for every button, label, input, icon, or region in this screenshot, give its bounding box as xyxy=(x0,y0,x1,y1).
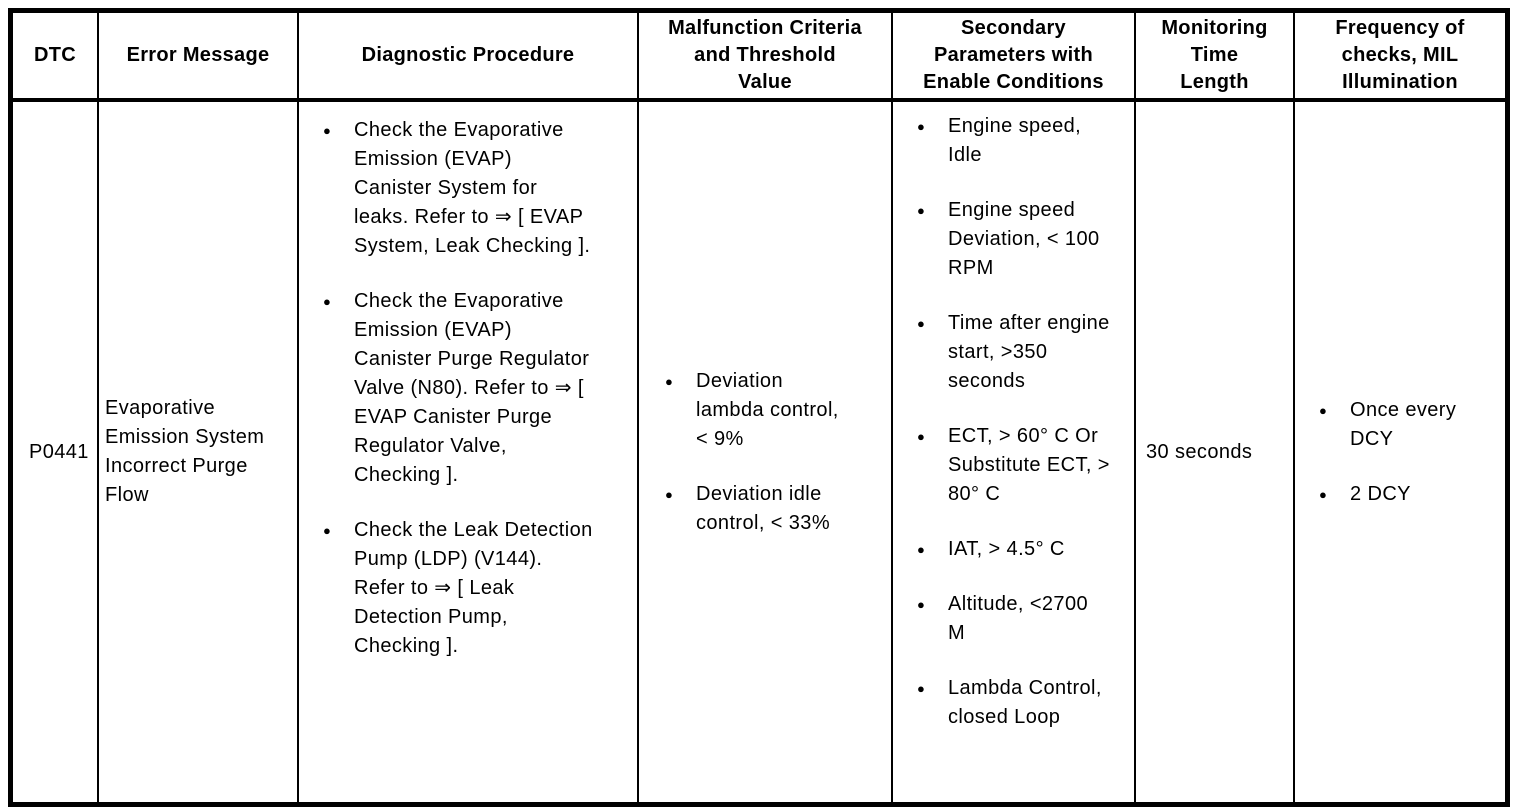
cell-malfunction-criteria: ● Deviation lambda control, < 9% ● Deviatio… xyxy=(637,100,892,802)
monitoring-time-text: 30 seconds xyxy=(1146,440,1253,463)
bullet-icon: ● xyxy=(917,429,926,444)
header-malfunction-criteria: Malfunction Criteria and Threshold Value xyxy=(637,13,892,102)
header-monitoring-time: Monitoring Time Length xyxy=(1134,13,1294,102)
bullet-item: ● IAT, > 4.5° C xyxy=(917,535,1132,564)
header-dtc: DTC xyxy=(13,13,98,102)
cell-secondary-parameters: ● Engine speed, Idle ● Engine speed Deviati… xyxy=(891,100,1135,802)
bullet-item: ● Altitude, <2700 M xyxy=(917,590,1132,648)
frequency-of-checks-list: ● Once every DCY ● 2 DCY xyxy=(1319,396,1504,509)
bullet-item-text: Check the Evaporative Emission (EVAP) Ca… xyxy=(354,119,591,257)
header-diagnostic-procedure: Diagnostic Procedure xyxy=(297,13,638,102)
bullet-item-text: Check the Evaporative Emission (EVAP) Ca… xyxy=(354,290,590,486)
bullet-item: ● Engine speed, Idle xyxy=(917,112,1132,170)
bullet-item-text: Check the Leak Detection Pump (LDP) (V14… xyxy=(354,519,593,657)
bullet-item: ● ECT, > 60° C Or Substitute ECT, > 80° C xyxy=(917,422,1132,509)
bullet-icon: ● xyxy=(323,123,332,138)
bullet-item-text: Altitude, <2700 M xyxy=(948,593,1088,644)
bullet-icon: ● xyxy=(917,119,926,134)
diagnostic-procedure-list: ● Check the Evaporative Emission (EVAP) C… xyxy=(323,116,633,661)
bullet-item: ● Engine speed Deviation, < 100 RPM xyxy=(917,196,1132,283)
header-error-message: Error Message xyxy=(97,13,298,102)
cell-frequency-of-checks: ● Once every DCY ● 2 DCY xyxy=(1293,100,1505,802)
bullet-icon: ● xyxy=(1319,402,1328,418)
header-frequency-of-checks: Frequency of checks, MIL Illumination xyxy=(1293,13,1505,102)
bullet-icon: ● xyxy=(917,542,926,557)
bullet-item-text: Deviation idle control, < 33% xyxy=(696,482,831,534)
secondary-parameters-list: ● Engine speed, Idle ● Engine speed Deviati… xyxy=(917,112,1132,732)
header-secondary-parameters: Secondary Parameters with Enable Conditi… xyxy=(891,13,1135,102)
cell-diagnostic-procedure: ● Check the Evaporative Emission (EVAP) C… xyxy=(297,100,638,802)
dtc-code: P0441 xyxy=(29,440,89,463)
bullet-item: ● Check the Evaporative Emission (EVAP) C… xyxy=(323,116,633,261)
malfunction-criteria-list: ● Deviation lambda control, < 9% ● Deviatio… xyxy=(665,367,890,538)
table-row: P0441 Evaporative Emission System Incorr… xyxy=(13,100,1505,802)
bullet-icon: ● xyxy=(1319,486,1328,502)
dtc-table: DTC Error Message Diagnostic Procedure M… xyxy=(13,13,1505,802)
bullet-item-text: 2 DCY xyxy=(1350,482,1411,505)
bullet-item-text: Engine speed, Idle xyxy=(948,115,1082,166)
bullet-item: ● Time after engine start, >350 seconds xyxy=(917,309,1132,396)
bullet-item-text: Deviation lambda control, < 9% xyxy=(696,369,839,450)
bullet-item-text: Once every DCY xyxy=(1350,398,1457,450)
bullet-item-text: Lambda Control, closed Loop xyxy=(948,677,1102,728)
bullet-item-text: ECT, > 60° C Or Substitute ECT, > 80° C xyxy=(948,425,1110,505)
bullet-item: ● Deviation lambda control, < 9% xyxy=(665,367,890,454)
bullet-icon: ● xyxy=(665,373,674,389)
cell-monitoring-time: 30 seconds xyxy=(1134,100,1294,802)
bullet-icon: ● xyxy=(665,486,674,502)
bullet-icon: ● xyxy=(323,523,332,538)
bullet-icon: ● xyxy=(917,681,926,696)
dtc-table-container: DTC Error Message Diagnostic Procedure M… xyxy=(8,8,1510,807)
bullet-item: ● 2 DCY xyxy=(1319,480,1504,509)
bullet-item: ● Lambda Control, closed Loop xyxy=(917,674,1132,732)
cell-error-message: Evaporative Emission System Incorrect Pu… xyxy=(97,100,298,802)
error-message-text: Evaporative Emission System Incorrect Pu… xyxy=(105,397,265,506)
bullet-item: ● Check the Evaporative Emission (EVAP) C… xyxy=(323,287,633,490)
bullet-item: ● Once every DCY xyxy=(1319,396,1504,454)
header-row: DTC Error Message Diagnostic Procedure M… xyxy=(13,13,1505,102)
bullet-icon: ● xyxy=(917,203,926,218)
bullet-item: ● Deviation idle control, < 33% xyxy=(665,480,890,538)
bullet-item-text: Engine speed Deviation, < 100 RPM xyxy=(948,199,1100,279)
bullet-item-text: IAT, > 4.5° C xyxy=(948,538,1065,560)
bullet-icon: ● xyxy=(917,316,926,331)
bullet-item-text: Time after engine start, >350 seconds xyxy=(948,312,1110,392)
bullet-icon: ● xyxy=(323,294,332,309)
bullet-icon: ● xyxy=(917,597,926,612)
bullet-item: ● Check the Leak Detection Pump (LDP) (V1… xyxy=(323,516,633,661)
cell-dtc: P0441 xyxy=(13,100,98,802)
